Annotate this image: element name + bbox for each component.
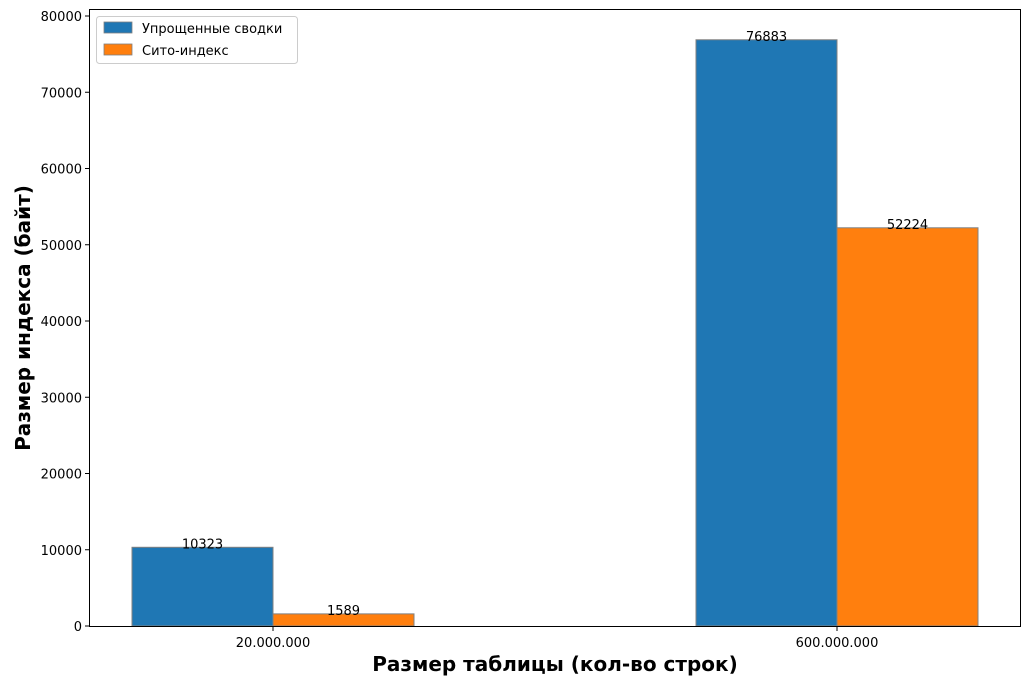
legend: Упрощенные сводки Сито-индекс: [96, 16, 298, 64]
data-label-s1-c0: 1589: [327, 604, 360, 619]
x-tick-label-1: 600.000.000: [796, 636, 879, 651]
data-labels-layer: 10323 76883 1589 52224: [182, 30, 928, 619]
legend-swatch-upr-svodki: [103, 21, 133, 34]
legend-swatch-sito-indeks: [103, 43, 133, 56]
y-axis-title: Размер индекса (байт): [11, 185, 35, 451]
y-tick-label-0: 0: [74, 620, 82, 635]
y-tick-label-5: 50000: [41, 239, 82, 254]
plot-area-frame: [89, 9, 1021, 627]
x-tick-label-0: 20.000.000: [236, 636, 310, 651]
y-tick-label-2: 20000: [41, 468, 82, 483]
y-tick-label-1: 10000: [41, 544, 82, 559]
bar-s0-c0: [131, 546, 274, 627]
legend-frame: [96, 16, 298, 64]
x-axis-title: Размер таблицы (кол-во строк): [372, 652, 738, 676]
data-label-s0-c1: 76883: [746, 30, 787, 45]
data-label-s0-c0: 10323: [182, 537, 223, 552]
bar-s0-c1: [695, 39, 838, 627]
y-axis: 0 10000 20000 30000 40000 50000 60000 70000 8000…: [41, 10, 90, 635]
y-tick-label-7: 70000: [41, 86, 82, 101]
legend-label-upr-svodki: Упрощенные сводки: [142, 22, 282, 37]
x-axis: 20.000.000 600.000.000: [236, 626, 879, 651]
bars-layer: [131, 39, 979, 627]
bar-s1-c1: [836, 227, 979, 627]
y-tick-label-4: 40000: [41, 315, 82, 330]
y-tick-label-8: 80000: [41, 10, 82, 25]
y-tick-label-3: 30000: [41, 391, 82, 406]
data-label-s1-c1: 52224: [887, 218, 928, 233]
legend-label-sito-indeks: Сито-индекс: [142, 44, 229, 59]
y-tick-label-6: 60000: [41, 163, 82, 178]
